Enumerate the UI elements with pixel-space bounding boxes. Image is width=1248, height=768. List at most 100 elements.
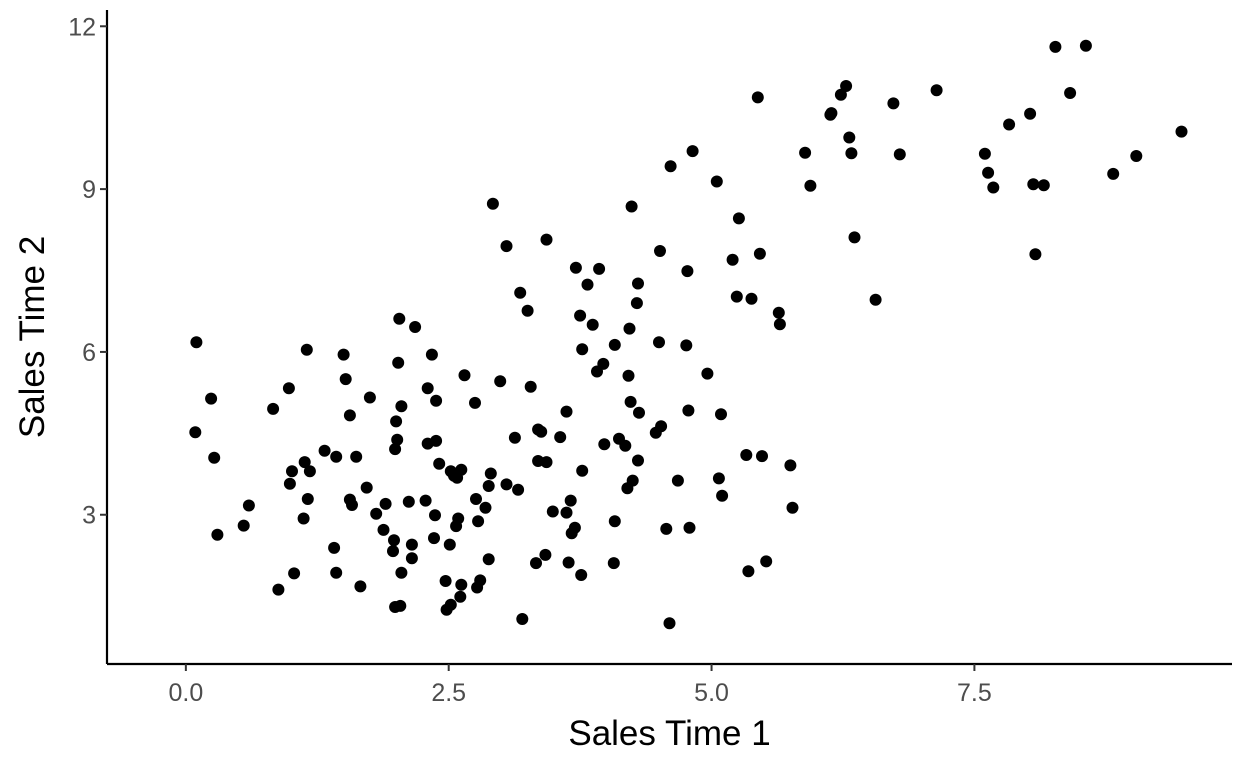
- data-point: [458, 369, 471, 382]
- data-point: [300, 343, 313, 356]
- data-point: [500, 478, 513, 491]
- data-point: [211, 528, 224, 541]
- data-point: [394, 599, 407, 612]
- data-point: [425, 348, 438, 361]
- data-point: [1107, 167, 1120, 180]
- plot-area: [189, 39, 1188, 630]
- data-point: [337, 348, 350, 361]
- data-point: [419, 494, 432, 507]
- x-tick-label: 7.5: [957, 679, 992, 707]
- data-point: [452, 512, 465, 525]
- data-point: [486, 197, 499, 210]
- data-point: [390, 415, 403, 428]
- data-point: [524, 380, 537, 393]
- data-point: [512, 483, 525, 496]
- data-point: [593, 262, 606, 275]
- data-point: [712, 472, 725, 485]
- data-point: [624, 395, 637, 408]
- data-point: [786, 501, 799, 514]
- data-point: [772, 306, 785, 319]
- data-point: [494, 375, 507, 388]
- data-point: [560, 506, 573, 519]
- data-point: [479, 501, 492, 514]
- data-point: [242, 499, 255, 512]
- data-point: [1064, 87, 1077, 99]
- data-point: [804, 179, 817, 192]
- data-point: [455, 578, 468, 591]
- data-point: [508, 431, 521, 444]
- data-point: [421, 382, 434, 395]
- data-point: [784, 459, 797, 472]
- data-point: [402, 495, 415, 508]
- data-point: [554, 431, 567, 444]
- data-point: [389, 443, 402, 456]
- data-point: [799, 146, 812, 159]
- y-tick-label: 9: [82, 176, 96, 204]
- data-point: [190, 336, 203, 349]
- data-point: [681, 265, 694, 278]
- data-point: [564, 494, 577, 507]
- data-point: [205, 392, 218, 405]
- data-point: [619, 439, 632, 452]
- data-point: [1037, 179, 1050, 192]
- data-point: [539, 548, 552, 561]
- data-point: [377, 523, 390, 536]
- data-point: [482, 480, 495, 492]
- data-point: [208, 451, 221, 464]
- data-point: [363, 391, 376, 404]
- data-point: [346, 499, 358, 511]
- data-point: [1003, 118, 1016, 131]
- data-point: [298, 456, 311, 469]
- data-point: [982, 166, 995, 179]
- data-point: [484, 467, 497, 480]
- data-point: [379, 497, 392, 510]
- data-point: [742, 565, 755, 578]
- data-point: [825, 107, 838, 120]
- data-point: [237, 519, 250, 532]
- data-point: [328, 541, 341, 554]
- y-tick-label: 3: [82, 502, 96, 530]
- data-point: [663, 617, 676, 630]
- data-point: [730, 290, 743, 303]
- data-point: [500, 240, 513, 253]
- data-point: [354, 580, 367, 593]
- data-point: [391, 433, 404, 446]
- data-point: [1175, 125, 1188, 138]
- data-point: [632, 454, 644, 467]
- data-point: [1079, 39, 1092, 52]
- data-point: [330, 450, 343, 463]
- data-point: [753, 247, 766, 260]
- data-point: [516, 613, 529, 625]
- data-point: [574, 309, 587, 322]
- data-point: [562, 556, 575, 569]
- data-point: [395, 400, 408, 413]
- data-point: [660, 522, 673, 535]
- data-point: [848, 231, 861, 244]
- data-point: [568, 521, 581, 534]
- data-point: [430, 434, 443, 447]
- data-point: [283, 477, 296, 490]
- data-point: [1024, 107, 1037, 120]
- y-axis-title: Sales Time 2: [13, 236, 52, 438]
- data-point: [701, 367, 714, 380]
- data-point: [569, 261, 582, 274]
- data-point: [745, 292, 758, 305]
- data-point: [845, 147, 858, 160]
- data-point: [343, 409, 356, 422]
- data-point: [625, 200, 638, 213]
- x-tick-label: 2.5: [431, 679, 466, 707]
- data-point: [664, 160, 677, 173]
- data-point: [472, 515, 485, 528]
- data-point: [710, 175, 723, 188]
- data-point: [474, 574, 487, 587]
- data-point: [1027, 178, 1040, 191]
- data-point: [623, 322, 636, 335]
- data-point: [622, 369, 635, 382]
- data-point: [716, 489, 729, 502]
- data-point: [626, 474, 639, 487]
- y-tick-label: 6: [82, 339, 96, 367]
- data-point: [470, 493, 482, 505]
- data-point: [682, 404, 695, 417]
- data-point: [732, 212, 745, 225]
